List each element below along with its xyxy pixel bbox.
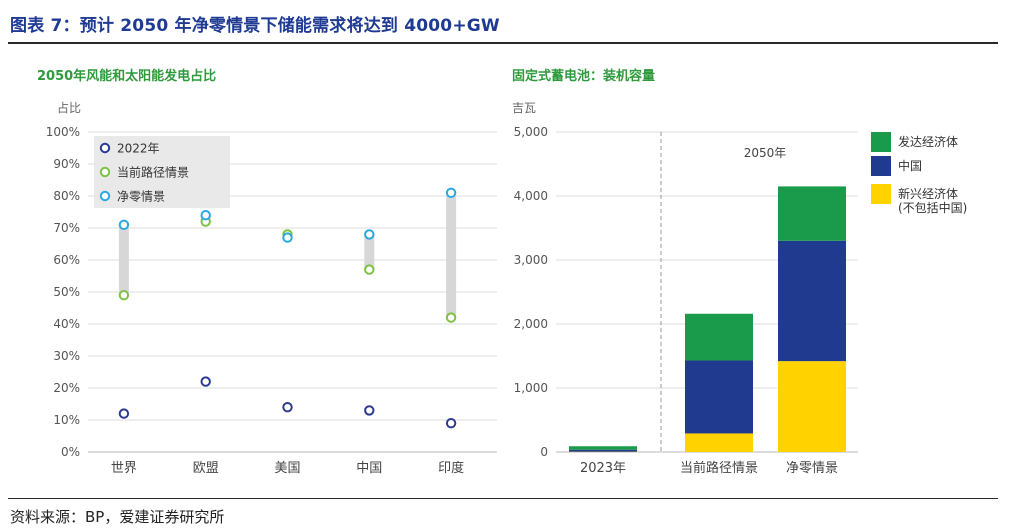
right-bar-segment	[778, 361, 846, 452]
right-y-tick-label: 3,000	[514, 253, 548, 267]
left-y-tick-label: 70%	[53, 221, 80, 235]
figure-title: 图表 7：预计 2050 年净零情景下储能需求将达到 4000+GW	[10, 16, 500, 36]
left-x-tick-label: 世界	[111, 461, 137, 476]
left-range-bar	[446, 192, 457, 318]
left-point	[364, 264, 375, 275]
left-y-tick-label: 50%	[53, 285, 80, 299]
right-x-tick-label: 当前路径情景	[680, 460, 758, 476]
left-point	[200, 210, 211, 221]
left-point	[118, 290, 130, 301]
left-point	[364, 229, 375, 240]
left-legend-label: 当前路径情景	[117, 165, 189, 180]
right-bar-segment	[685, 433, 753, 452]
right-legend-label: 发达经济体	[898, 134, 958, 149]
right-y-tick-label: 2,000	[514, 317, 548, 331]
left-point	[118, 408, 130, 419]
left-point	[282, 232, 293, 243]
right-legend-label: 新兴经济体	[898, 186, 958, 201]
left-point	[282, 402, 293, 413]
left-chart-ylabel: 占比	[57, 101, 82, 115]
left-legend-label: 2022年	[117, 142, 160, 156]
right-chart-title: 固定式蓄电池：装机容量	[512, 69, 656, 84]
left-y-tick-label: 30%	[53, 349, 80, 363]
left-point	[445, 312, 457, 323]
left-y-tick-label: 0%	[61, 445, 80, 459]
left-y-tick-label: 90%	[53, 157, 80, 171]
right-legend-label: (不包括中国)	[898, 200, 967, 215]
right-legend-swatch	[871, 184, 891, 204]
right-legend-label: 中国	[898, 158, 922, 173]
left-y-tick-label: 60%	[53, 253, 80, 267]
right-bar-segment	[685, 360, 753, 434]
right-bar-segment	[569, 449, 637, 452]
right-y-tick-label: 5,000	[514, 125, 548, 139]
left-x-tick-label: 欧盟	[193, 461, 219, 476]
left-legend-marker	[99, 190, 111, 202]
right-bar-segment	[685, 313, 753, 361]
left-x-tick-label: 印度	[438, 460, 464, 476]
right-y-tick-label: 1,000	[514, 381, 548, 395]
right-bar-segment	[569, 446, 637, 450]
left-chart-title: 2050年风能和太阳能发电占比	[37, 69, 217, 84]
right-chart-ylabel: 吉瓦	[512, 101, 537, 115]
left-point	[200, 376, 211, 387]
right-group-label: 2050年	[744, 146, 787, 160]
left-x-tick-label: 中国	[356, 461, 382, 476]
left-y-tick-label: 10%	[53, 413, 80, 427]
right-y-tick-label: 0	[540, 445, 548, 459]
left-point	[364, 405, 375, 416]
right-x-tick-label: 2023年	[580, 461, 626, 476]
right-legend-swatch	[871, 132, 891, 152]
left-range-bar	[364, 234, 375, 270]
left-range-bar	[118, 224, 129, 296]
left-x-tick-label: 美国	[274, 461, 300, 476]
left-legend-marker	[99, 142, 111, 154]
right-bar-segment	[778, 186, 846, 241]
left-point	[118, 219, 130, 231]
left-point	[445, 418, 457, 429]
source-rule	[8, 498, 998, 499]
right-x-tick-label: 净零情景	[786, 461, 838, 476]
right-y-tick-label: 4,000	[514, 189, 548, 203]
left-legend-box	[94, 136, 230, 208]
left-legend-marker	[99, 166, 111, 178]
left-y-tick-label: 100%	[46, 125, 80, 139]
left-y-tick-label: 40%	[53, 317, 80, 331]
title-rule	[8, 42, 998, 44]
left-point	[445, 187, 457, 199]
left-legend-label: 净零情景	[117, 190, 165, 204]
right-legend-swatch	[871, 156, 891, 176]
left-y-tick-label: 20%	[53, 381, 80, 395]
source-note: 资料来源：BP，爱建证券研究所	[10, 508, 225, 526]
right-bar-segment	[778, 240, 846, 362]
left-y-tick-label: 80%	[53, 189, 80, 203]
